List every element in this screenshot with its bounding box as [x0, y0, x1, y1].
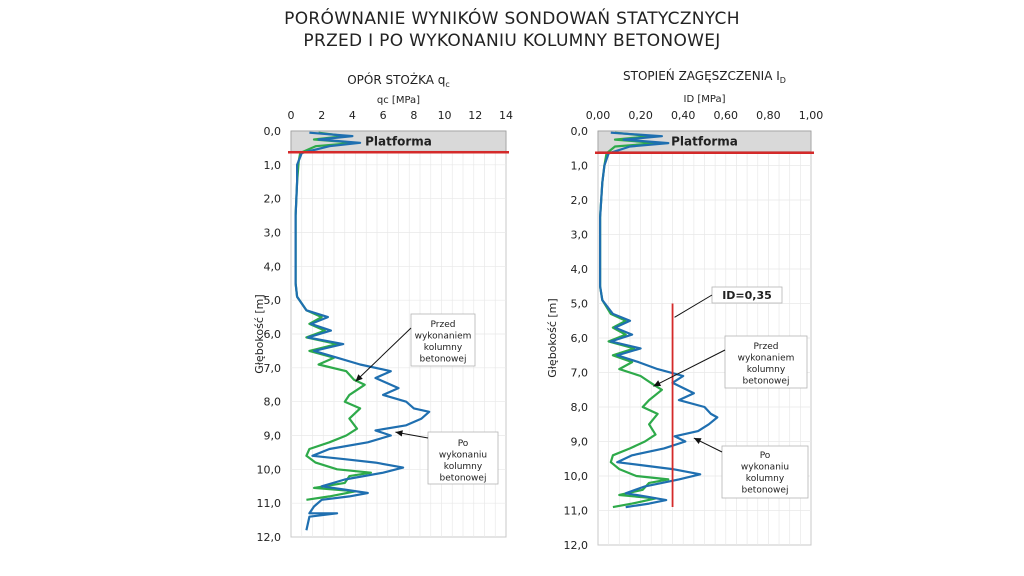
title-line-1: PORÓWNANIE WYNIKÓW SONDOWAŃ STATYCZNYCH — [284, 9, 740, 29]
x-tick-label: 1,00 — [799, 109, 824, 122]
callout-box — [410, 313, 476, 367]
y-tick-label: 10,0 — [257, 463, 282, 476]
x-tick-label: 12 — [468, 109, 482, 122]
x-tick-label: 0,20 — [628, 109, 653, 122]
x-tick-label: 0,40 — [671, 109, 696, 122]
main-title: PORÓWNANIE WYNIKÓW SONDOWAŃ STATYCZNYCH … — [0, 8, 1024, 52]
y-tick-label: 9,0 — [264, 430, 282, 443]
y-tick-label: 5,0 — [571, 298, 589, 311]
chart-title-subscript: D — [780, 76, 786, 85]
reference-leader — [674, 294, 713, 318]
chart-cone-resistance: OPÓR STOŻKA qc qc [MPa] 0,0 1,0 2,0 3,0 4,0 5,0… — [253, 72, 513, 544]
x-tick-label: 14 — [499, 109, 513, 122]
callout-text: Po wykonaniu kolumny betonowej — [741, 451, 789, 496]
series-line-after — [294, 131, 431, 531]
callout-text: Przed wykonaniem kolumny betonowej — [738, 342, 795, 387]
y-tick-label: 4,0 — [264, 260, 282, 273]
y-tick-label: 2,0 — [571, 194, 589, 207]
callout-box — [721, 445, 809, 499]
y-tick-label: 7,0 — [571, 367, 589, 380]
callout-arrowhead — [355, 374, 363, 382]
y-tick-label: 11,0 — [257, 497, 282, 510]
x-axis-label: ID [MPa] — [684, 94, 726, 105]
y-tick-label: 8,0 — [264, 396, 282, 409]
x-tick-label: 0 — [288, 109, 295, 122]
x-tick-label: 0,00 — [586, 109, 611, 122]
x-axis-label: qc [MPa] — [377, 95, 420, 106]
x-tick-label: 4 — [349, 109, 356, 122]
callout-leader — [355, 327, 412, 382]
chart-title-subscript: c — [445, 80, 449, 89]
platform-label: Platforma — [671, 135, 738, 149]
x-tick-label: 0,60 — [714, 109, 739, 122]
x-tick-label: 10 — [438, 109, 452, 122]
y-tick-label: 8,0 — [571, 401, 589, 414]
x-tick-label: 6 — [380, 109, 387, 122]
y-tick-label: 7,0 — [264, 362, 282, 375]
y-tick-label: 3,0 — [264, 227, 282, 240]
y-tick-label: 1,0 — [571, 160, 589, 173]
x-tick-label: 2 — [318, 109, 325, 122]
y-tick-label: 12,0 — [257, 531, 282, 544]
y-tick-label: 1,0 — [264, 159, 282, 172]
x-tick-label: 0,80 — [756, 109, 781, 122]
chart-title: STOPIEŃ ZAGĘSZCZENIA ID — [623, 68, 786, 85]
y-tick-label: 5,0 — [264, 294, 282, 307]
y-tick-label: 3,0 — [571, 229, 589, 242]
y-tick-label: 2,0 — [264, 193, 282, 206]
y-axis-label: Głębokość [m] — [253, 294, 266, 373]
x-tick-label: 8 — [410, 109, 417, 122]
y-tick-label: 6,0 — [571, 332, 589, 345]
y-tick-label: 4,0 — [571, 263, 589, 276]
y-tick-label: 12,0 — [564, 539, 589, 552]
chart-density-index: STOPIEŃ ZAGĘSZCZENIA ID ID [MPa] 0,0 1,0 2,0… — [546, 68, 823, 552]
y-tick-label: 0,0 — [571, 125, 589, 138]
platform-label: Platforma — [365, 134, 432, 148]
callout-arrowhead — [395, 430, 403, 437]
y-axis-label: Głębokość [m] — [546, 298, 559, 377]
callout-text: Po wykonaniu kolumny betonowej — [439, 439, 487, 484]
y-tick-label: 9,0 — [571, 436, 589, 449]
reference-label: ID=0,35 — [722, 289, 772, 302]
y-tick-label: 11,0 — [564, 505, 589, 518]
callout-text: Przed wykonaniem kolumny betonowej — [415, 320, 472, 365]
callout-box — [724, 335, 808, 389]
y-tick-label: 10,0 — [564, 470, 589, 483]
callout-leader — [653, 349, 726, 387]
callout-arrowhead — [653, 380, 662, 387]
callout-arrowhead — [693, 438, 702, 445]
y-tick-label: 6,0 — [264, 328, 282, 341]
chart-title: OPÓR STOŻKA qc — [347, 72, 450, 89]
callout-box — [427, 431, 499, 485]
y-tick-label: 0,0 — [264, 125, 282, 138]
title-line-2: PRZED I PO WYKONANIU KOLUMNY BETONOWEJ — [303, 31, 721, 51]
